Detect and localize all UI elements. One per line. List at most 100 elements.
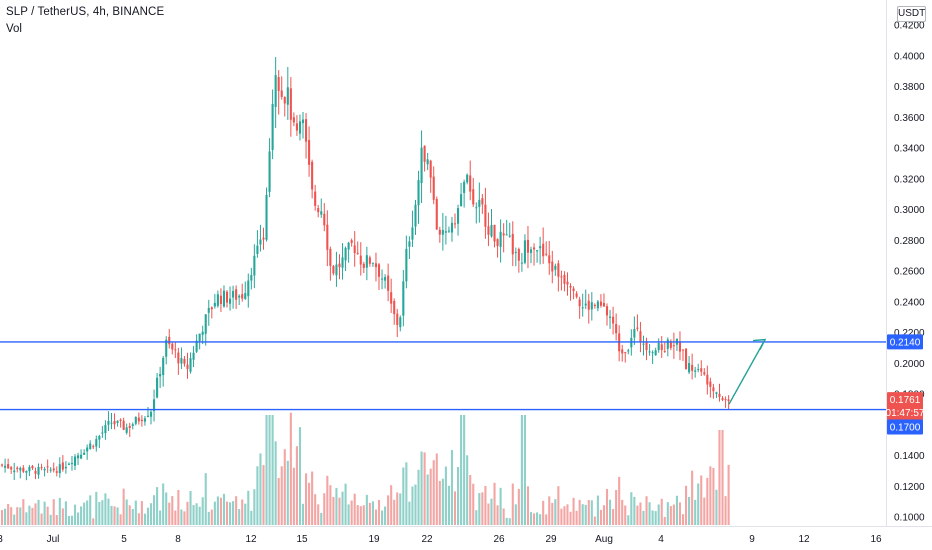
volume-bar bbox=[499, 487, 502, 525]
candle-body bbox=[323, 213, 326, 226]
candle-body bbox=[724, 399, 727, 401]
candle-body bbox=[417, 180, 420, 206]
candle-body bbox=[685, 348, 688, 370]
volume-bar bbox=[195, 503, 198, 525]
volume-bar bbox=[207, 511, 210, 525]
volume-bar bbox=[365, 494, 368, 525]
volume-bar bbox=[642, 510, 645, 525]
candle-body bbox=[402, 281, 405, 316]
candle-body bbox=[341, 257, 344, 268]
candle-body bbox=[101, 432, 104, 434]
candle-body bbox=[347, 242, 350, 250]
candle-body bbox=[10, 467, 13, 470]
candle-body bbox=[122, 420, 125, 430]
candle-body bbox=[432, 176, 435, 200]
volume-bar bbox=[718, 430, 721, 525]
volume-bar bbox=[31, 507, 34, 525]
time-tick-label: 15 bbox=[296, 534, 308, 545]
candle-body bbox=[526, 239, 530, 253]
candle-body bbox=[627, 350, 630, 352]
volume-bar bbox=[621, 499, 624, 525]
time-tick-label: 3 bbox=[0, 534, 3, 545]
volume-bar bbox=[37, 499, 40, 525]
candle-body bbox=[86, 447, 89, 452]
volume-bar bbox=[523, 415, 526, 525]
volume-bar bbox=[359, 506, 362, 525]
candle-body bbox=[517, 249, 520, 261]
volume-bar bbox=[323, 493, 326, 525]
volume-bar bbox=[490, 498, 493, 525]
candle-body bbox=[463, 181, 466, 194]
volume-bar bbox=[46, 506, 49, 525]
candle-body bbox=[536, 250, 539, 252]
price-tick-label: 0.2600 bbox=[894, 267, 925, 278]
candle-body bbox=[441, 229, 444, 235]
time-axis: 3 Jul 5 8 12 15 19 22 26 29 Aug 4 9 12 16 bbox=[0, 526, 932, 545]
candle-body bbox=[651, 352, 654, 354]
time-tick-label: 4 bbox=[658, 534, 664, 545]
volume-bar bbox=[192, 505, 195, 525]
candle-body bbox=[25, 471, 28, 473]
volume-bar bbox=[496, 505, 499, 525]
volume-bar bbox=[256, 466, 259, 525]
candle-body bbox=[256, 245, 259, 254]
volume-bar bbox=[694, 499, 697, 525]
candle-body bbox=[13, 470, 16, 473]
time-tick-label: 12 bbox=[798, 534, 810, 545]
volume-bar bbox=[612, 508, 615, 525]
volume-bar bbox=[688, 496, 691, 525]
candle-body bbox=[204, 314, 207, 334]
volume-bar bbox=[10, 507, 13, 525]
candle-body bbox=[259, 239, 262, 245]
volume-bar bbox=[520, 415, 523, 525]
volume-bar bbox=[283, 449, 286, 525]
volume-bar bbox=[636, 505, 639, 525]
volume-bar bbox=[399, 493, 402, 525]
volume-bar bbox=[511, 483, 514, 525]
candle-body bbox=[77, 455, 80, 459]
candle-body bbox=[466, 174, 469, 183]
volume-bar bbox=[225, 501, 229, 525]
candle-body bbox=[505, 234, 508, 236]
candle-body bbox=[551, 261, 554, 272]
volume-bar bbox=[183, 511, 186, 525]
candle-body bbox=[37, 466, 40, 475]
volume-bar bbox=[180, 509, 183, 525]
price-tick-label: 0.1000 bbox=[894, 513, 925, 524]
candle-body bbox=[642, 343, 645, 345]
volume-bar bbox=[542, 500, 545, 525]
price-tick-label: 0.4000 bbox=[894, 51, 925, 62]
candle-body bbox=[712, 387, 715, 392]
candle-body bbox=[295, 123, 298, 131]
volume-bar bbox=[587, 500, 590, 525]
volume-bar bbox=[58, 497, 61, 525]
volume-bar bbox=[92, 518, 95, 525]
volume-bar bbox=[545, 514, 548, 525]
volume-bar bbox=[475, 510, 478, 525]
volume-bar bbox=[86, 500, 89, 525]
volume-bar bbox=[329, 485, 332, 525]
candle-body bbox=[153, 399, 156, 412]
volume-bar bbox=[609, 499, 612, 525]
volume-bar bbox=[599, 509, 602, 525]
candle-body bbox=[286, 87, 289, 105]
candle-body bbox=[542, 243, 545, 257]
price-tick-label: 0.3200 bbox=[894, 174, 925, 185]
candle-body bbox=[596, 301, 599, 309]
candle-body bbox=[329, 248, 332, 266]
volume-bar bbox=[122, 488, 125, 525]
candle-body bbox=[64, 466, 67, 469]
volume-bar bbox=[727, 464, 730, 525]
candle-body bbox=[697, 369, 700, 371]
volume-bar bbox=[368, 502, 371, 525]
price-tick-label: 0.4200 bbox=[894, 21, 925, 32]
volume-bar bbox=[384, 506, 387, 525]
currency-button[interactable]: USDT bbox=[897, 6, 926, 22]
volume-bar bbox=[502, 508, 505, 525]
volume-label: Vol bbox=[6, 23, 22, 35]
candle-body bbox=[149, 411, 153, 417]
volume-bar bbox=[447, 485, 450, 525]
candle-body bbox=[140, 419, 143, 422]
candle-body bbox=[411, 227, 414, 240]
